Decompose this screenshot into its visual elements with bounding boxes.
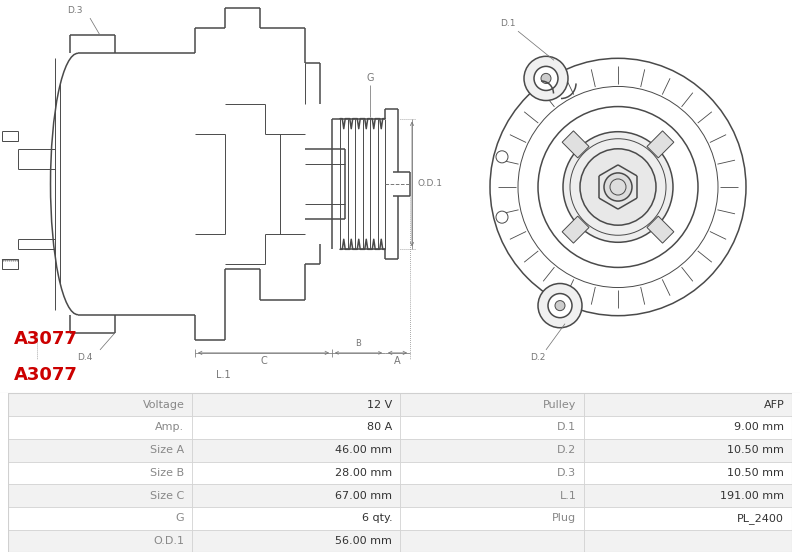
Bar: [400, 461, 584, 484]
Text: D.1: D.1: [500, 19, 516, 28]
Text: Size A: Size A: [150, 445, 184, 455]
Text: 67.00 mm: 67.00 mm: [335, 490, 392, 501]
Text: O.D.1: O.D.1: [418, 180, 443, 189]
Text: 12 V: 12 V: [367, 400, 392, 410]
Text: 46.00 mm: 46.00 mm: [335, 445, 392, 455]
Bar: [192, 507, 400, 530]
Circle shape: [496, 211, 508, 223]
Text: Size C: Size C: [150, 490, 184, 501]
Circle shape: [496, 151, 508, 163]
Bar: [400, 393, 584, 416]
Bar: [400, 530, 584, 552]
Bar: [584, 461, 792, 484]
Text: A: A: [394, 356, 401, 366]
Text: D.3: D.3: [558, 468, 576, 478]
Text: 9.00 mm: 9.00 mm: [734, 422, 784, 432]
Bar: [192, 461, 400, 484]
Text: 6 qty.: 6 qty.: [362, 513, 392, 523]
Text: Amp.: Amp.: [155, 422, 184, 432]
Bar: [584, 530, 792, 552]
Text: 10.50 mm: 10.50 mm: [727, 445, 784, 455]
Text: L.1: L.1: [216, 370, 231, 380]
Text: A3077: A3077: [14, 330, 78, 348]
Text: O.D.1: O.D.1: [154, 536, 184, 546]
Bar: [8, 484, 192, 507]
Circle shape: [538, 283, 582, 328]
Circle shape: [580, 149, 656, 225]
Bar: [8, 416, 192, 439]
Text: 10.50 mm: 10.50 mm: [727, 468, 784, 478]
Circle shape: [563, 132, 673, 242]
Bar: [400, 416, 584, 439]
Text: Voltage: Voltage: [142, 400, 184, 410]
Bar: [192, 416, 400, 439]
Text: D.2: D.2: [557, 445, 576, 455]
Text: 80 A: 80 A: [367, 422, 392, 432]
Text: D.3: D.3: [67, 6, 83, 15]
Text: PL_2400: PL_2400: [738, 513, 784, 524]
Text: D.2: D.2: [530, 353, 546, 362]
Text: G: G: [366, 74, 374, 84]
Bar: [400, 439, 584, 461]
Bar: [8, 461, 192, 484]
Text: B: B: [355, 339, 362, 348]
Text: Pulley: Pulley: [543, 400, 576, 410]
Polygon shape: [562, 131, 589, 158]
Circle shape: [534, 66, 558, 90]
Circle shape: [524, 56, 568, 100]
Bar: [400, 484, 584, 507]
Polygon shape: [562, 216, 589, 243]
Text: C: C: [260, 356, 267, 366]
Text: D.4: D.4: [78, 353, 93, 362]
Bar: [8, 393, 192, 416]
Bar: [8, 530, 192, 552]
Polygon shape: [647, 131, 674, 158]
Text: Size B: Size B: [150, 468, 184, 478]
Text: D.1: D.1: [558, 422, 576, 432]
Text: 28.00 mm: 28.00 mm: [335, 468, 392, 478]
Circle shape: [604, 173, 632, 201]
Circle shape: [548, 294, 572, 318]
Bar: [584, 484, 792, 507]
Polygon shape: [647, 216, 674, 243]
Text: G: G: [176, 513, 184, 523]
Bar: [8, 507, 192, 530]
Bar: [192, 484, 400, 507]
Bar: [192, 439, 400, 461]
Text: 191.00 mm: 191.00 mm: [720, 490, 784, 501]
Bar: [584, 416, 792, 439]
Bar: [584, 439, 792, 461]
Bar: [192, 393, 400, 416]
Bar: [400, 507, 584, 530]
Text: Plug: Plug: [552, 513, 576, 523]
Bar: [584, 507, 792, 530]
Bar: [584, 393, 792, 416]
Bar: [8, 439, 192, 461]
Text: A3077: A3077: [14, 366, 78, 384]
Text: AFP: AFP: [763, 400, 784, 410]
Bar: [192, 530, 400, 552]
Bar: [2, 259, 18, 270]
Text: L.1: L.1: [559, 490, 576, 501]
Circle shape: [555, 301, 565, 311]
Circle shape: [541, 74, 551, 84]
Text: 56.00 mm: 56.00 mm: [335, 536, 392, 546]
